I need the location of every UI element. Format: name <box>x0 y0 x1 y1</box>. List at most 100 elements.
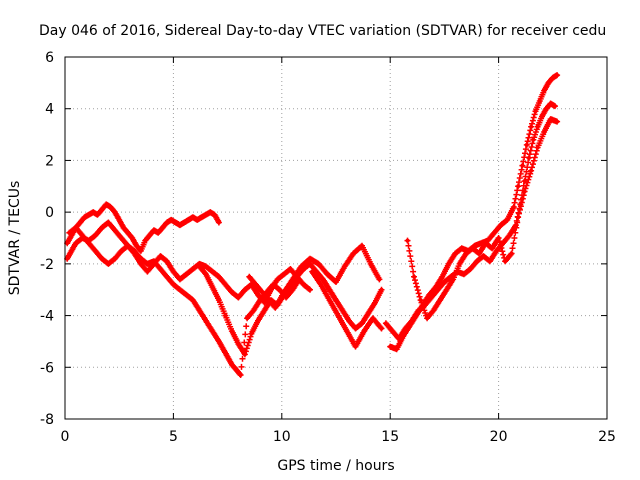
data-point <box>190 215 195 220</box>
data-point <box>203 318 208 323</box>
data-point <box>325 272 330 277</box>
data-point <box>78 220 83 225</box>
data-point <box>184 272 189 277</box>
data-point <box>522 189 527 194</box>
data-point <box>273 305 278 310</box>
data-point <box>255 285 260 290</box>
data-point <box>130 236 135 240</box>
data-point <box>396 336 401 341</box>
data-point <box>86 212 91 217</box>
data-point <box>529 168 534 173</box>
data-point <box>65 256 70 261</box>
data-point <box>281 290 286 295</box>
data-point <box>524 142 529 147</box>
data-point <box>416 308 421 313</box>
data-point <box>182 220 187 225</box>
data-point <box>203 212 208 217</box>
data-point <box>366 310 371 315</box>
data-point <box>145 269 150 274</box>
data-point <box>509 251 514 256</box>
series-satellite-track-9 <box>404 116 561 322</box>
data-point <box>164 274 169 279</box>
data-point <box>112 228 117 233</box>
data-point <box>477 251 482 256</box>
data-point <box>431 308 436 313</box>
data-point <box>505 217 510 222</box>
series-satellite-track-3 <box>66 224 303 378</box>
data-point <box>238 373 243 378</box>
data-point <box>208 210 213 215</box>
data-point <box>262 308 267 313</box>
data-point <box>320 277 325 282</box>
data-point <box>546 80 551 85</box>
x-tick-label: 10 <box>273 429 291 445</box>
data-point <box>99 256 104 261</box>
data-point <box>368 261 373 266</box>
data-point <box>533 109 538 114</box>
data-point <box>216 339 221 344</box>
data-point <box>112 256 117 261</box>
data-point <box>548 117 553 122</box>
data-point <box>353 326 358 331</box>
data-point <box>138 248 143 253</box>
data-point <box>108 204 113 209</box>
data-point <box>249 331 254 336</box>
data-point <box>344 329 349 334</box>
data-point-markers <box>382 100 558 342</box>
data-point <box>242 287 247 292</box>
data-point <box>245 316 250 321</box>
data-point <box>221 347 226 352</box>
data-point <box>548 101 553 106</box>
data-point <box>474 259 479 264</box>
data-point <box>106 261 111 266</box>
data-point <box>334 298 338 303</box>
data-point <box>550 75 555 80</box>
data-point <box>247 274 252 279</box>
data-point <box>151 228 156 233</box>
data-point <box>487 259 492 264</box>
data-point <box>210 269 215 274</box>
data-point <box>210 285 215 290</box>
data-point <box>353 344 358 349</box>
data-point <box>539 114 544 119</box>
data-point <box>340 308 345 313</box>
data-point <box>121 225 126 230</box>
data-point <box>210 329 215 334</box>
data-point <box>529 124 534 129</box>
data-point <box>225 354 230 359</box>
data-point <box>203 272 208 277</box>
data-point <box>138 256 143 261</box>
y-tick-label: 2 <box>45 153 54 169</box>
data-point <box>470 246 475 251</box>
data-point <box>125 230 130 235</box>
data-point <box>307 287 312 292</box>
data-point <box>481 254 486 259</box>
data-point <box>117 217 122 222</box>
y-tick-label: -2 <box>40 257 54 273</box>
data-point <box>464 251 469 256</box>
data-point <box>537 98 542 103</box>
data-point <box>242 352 247 357</box>
data-point <box>316 261 321 266</box>
x-tick-label: 20 <box>490 429 508 445</box>
data-point <box>223 313 228 318</box>
plot-frame <box>64 56 608 420</box>
data-point <box>73 241 78 246</box>
data-point <box>453 251 458 256</box>
data-point <box>405 238 410 243</box>
data-point <box>119 248 124 253</box>
data-point <box>125 243 130 248</box>
data-point <box>104 202 109 207</box>
data-point <box>377 277 382 282</box>
data-point <box>347 318 352 323</box>
data-point <box>412 274 417 279</box>
data-point <box>403 326 408 331</box>
data-point <box>216 274 221 279</box>
data-point <box>99 207 104 212</box>
data-point <box>67 230 72 235</box>
data-point <box>544 106 549 111</box>
data-point <box>446 261 451 266</box>
data-point <box>229 362 234 367</box>
data-point <box>429 295 434 300</box>
data-point <box>370 316 375 321</box>
